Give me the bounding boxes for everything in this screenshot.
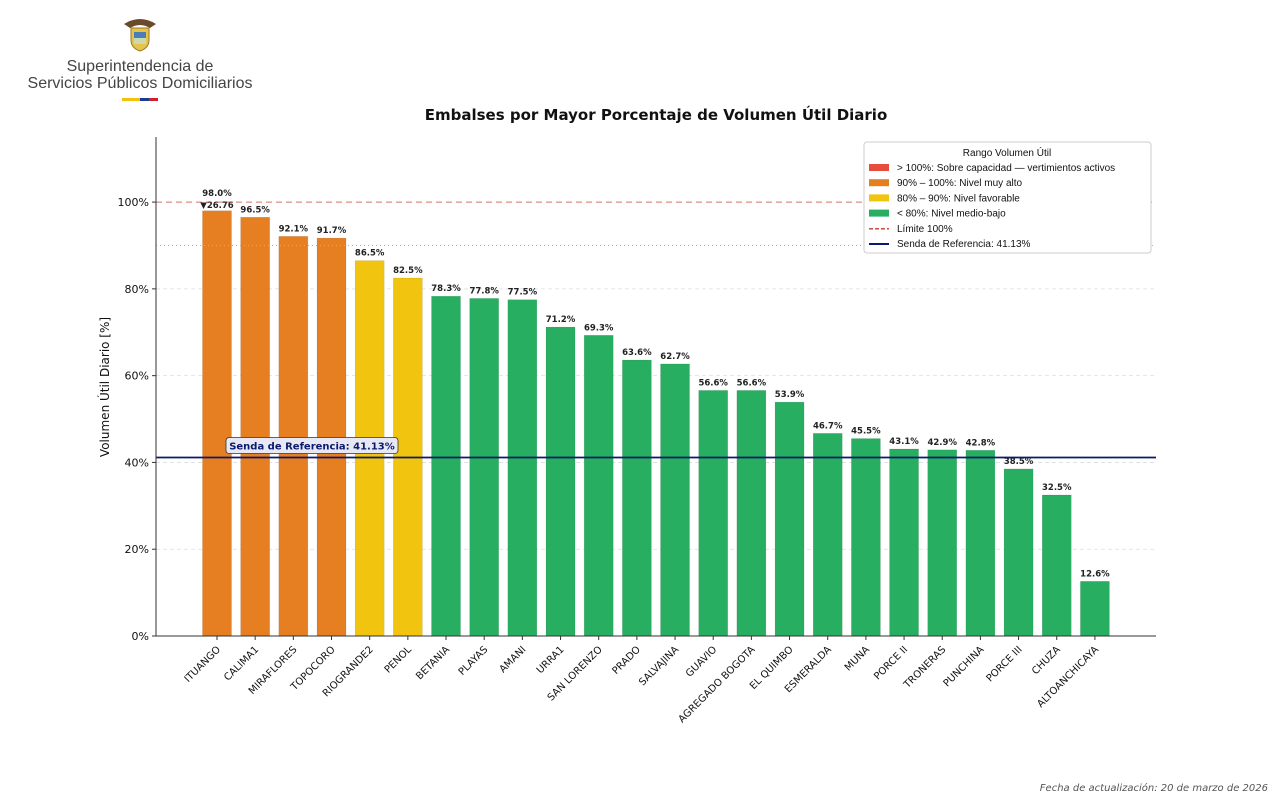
legend-entry: 80% – 90%: Nivel favorable <box>897 193 1020 204</box>
legend-swatch <box>869 179 889 187</box>
data-label: 77.8% <box>469 286 499 296</box>
legend-swatch <box>869 209 889 217</box>
data-label: 69.3% <box>584 323 614 333</box>
legend-entry: > 100%: Sobre capacidad — vertimientos a… <box>897 163 1115 174</box>
bar-porce-ii <box>889 448 919 637</box>
x-tick-label: CHUZA <box>1030 644 1063 677</box>
y-tick-label: 0% <box>132 630 149 643</box>
data-label: 63.6% <box>622 348 652 358</box>
data-label: 32.5% <box>1042 483 1072 493</box>
legend-entry: 90% – 100%: Nivel muy alto <box>897 178 1023 189</box>
data-label: 91.7% <box>317 226 347 236</box>
x-tick-label: BETANIA <box>414 644 452 682</box>
bar-muna <box>851 438 881 637</box>
x-tick-label: MUNA <box>843 644 872 673</box>
data-label: 42.9% <box>927 438 957 448</box>
data-label: 42.8% <box>966 438 996 448</box>
legend-entry: Límite 100% <box>897 224 953 235</box>
x-tick-label: PRADO <box>610 644 643 677</box>
coat-of-arms-icon <box>124 19 156 52</box>
bar-san-lorenzo <box>583 335 614 637</box>
data-label: 92.1% <box>279 224 309 234</box>
reference-label: Senda de Referencia: 41.13% <box>229 442 395 453</box>
update-date: Fecha de actualización: 20 de marzo de 2… <box>1039 783 1268 794</box>
y-tick-label: 20% <box>125 543 149 556</box>
bar-agregado-bogota <box>736 390 767 637</box>
x-tick-label: PUNCHINA <box>942 644 987 689</box>
legend-title: Rango Volumen Útil <box>963 146 1051 159</box>
data-label: 96.5% <box>240 205 270 215</box>
bar-topocoro <box>316 237 347 637</box>
bar-esmeralda <box>812 433 843 637</box>
data-label: 77.5% <box>508 288 538 298</box>
bar-punchina <box>965 450 996 637</box>
x-tick-label: CALIMA1 <box>222 644 261 683</box>
data-label: 12.6% <box>1080 569 1110 579</box>
data-label: 82.5% <box>393 266 423 276</box>
data-label: 86.5% <box>355 249 385 259</box>
reference-label-box <box>225 437 399 454</box>
bar-miraflores <box>278 236 309 637</box>
bar-annotation: ▼26.76 <box>200 201 234 211</box>
data-label: 43.1% <box>889 437 919 447</box>
x-tick-label: URRA1 <box>535 644 567 676</box>
bar-chuza <box>1041 494 1072 637</box>
bar-guavio <box>698 390 728 637</box>
x-tick-label: PLAYAS <box>457 644 491 678</box>
chart-title: Embalses por Mayor Porcentaje de Volumen… <box>425 105 888 124</box>
logo-line-2: Servicios Públicos Domiciliarios <box>27 75 253 92</box>
x-tick-label: GUAVIO <box>684 644 719 679</box>
x-tick-label: PORCE II <box>872 644 910 682</box>
legend-box <box>863 141 1152 254</box>
data-label: 38.5% <box>1004 457 1034 467</box>
bar-troneras <box>927 449 957 637</box>
bar-salvajina <box>660 363 690 637</box>
bar-urra1 <box>545 326 576 637</box>
x-tick-label: PENOL <box>383 644 415 676</box>
data-label: 56.6% <box>698 378 728 388</box>
y-tick-label: 100% <box>118 196 149 209</box>
x-tick-label: AMANI <box>498 644 529 675</box>
y-axis-label: Volumen Útil Diario [%] <box>97 317 112 457</box>
data-label: 46.7% <box>813 421 843 431</box>
data-label: 45.5% <box>851 427 881 437</box>
y-tick-label: 60% <box>125 370 149 383</box>
bar-betania <box>431 295 461 637</box>
y-tick-label: 80% <box>125 283 149 296</box>
legend-swatch <box>869 194 889 202</box>
bar-prado <box>622 359 652 637</box>
data-label: 78.3% <box>431 284 461 294</box>
x-tick-label: SALVAJINA <box>637 644 681 688</box>
data-label: 62.7% <box>660 352 690 362</box>
data-label: 53.9% <box>775 390 805 400</box>
bar-altoanchicaya <box>1080 581 1110 637</box>
bar-amani <box>507 299 538 637</box>
data-label: 98.0% <box>202 189 232 199</box>
legend-entry: Senda de Referencia: 41.13% <box>897 239 1031 250</box>
data-label: 71.2% <box>546 315 576 325</box>
bar-ituango <box>202 210 232 637</box>
data-label: 56.6% <box>737 378 767 388</box>
bar-playas <box>469 298 499 637</box>
bar-el-quimbo <box>774 401 805 637</box>
legend-entry: < 80%: Nivel medio-bajo <box>897 209 1006 220</box>
bar-porce-iii <box>1003 468 1034 637</box>
legend-swatch <box>869 164 889 171</box>
y-tick-label: 40% <box>125 456 149 469</box>
x-tick-label: ITUANGO <box>183 644 224 685</box>
bar-calima1 <box>240 217 270 637</box>
x-tick-label: PORCE III <box>985 644 1025 684</box>
flag-stripe <box>122 98 158 101</box>
x-tick-label: AGREGADO BOGOTA <box>677 644 758 725</box>
ssp-logo: Superintendencia de Servicios Públicos D… <box>10 14 270 106</box>
logo-line-1: Superintendencia de <box>66 58 214 75</box>
